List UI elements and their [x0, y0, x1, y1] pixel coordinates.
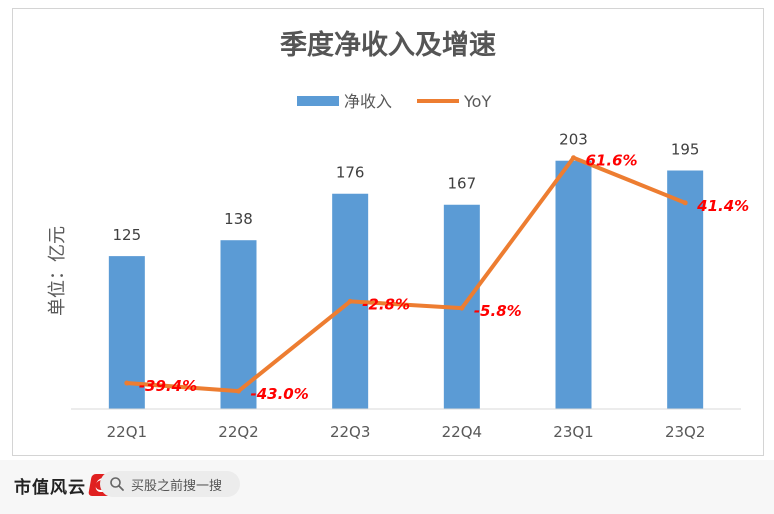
yoy-point-23Q2[interactable]: [682, 200, 688, 206]
yoy-value-label: -43.0%: [251, 385, 309, 403]
search-box[interactable]: 买股之前搜一搜: [100, 471, 240, 497]
yoy-value-label: 61.6%: [586, 152, 638, 170]
bar-22Q2[interactable]: [220, 240, 257, 409]
search-placeholder: 买股之前搜一搜: [131, 478, 223, 494]
x-tick-label: 23Q2: [665, 423, 705, 441]
bar-value-label: 138: [224, 210, 253, 228]
yoy-value-label: 41.4%: [696, 197, 749, 215]
legend-label-bar: 净收入: [344, 92, 392, 111]
legend: 净收入 YoY: [297, 92, 491, 111]
legend-label-line: YoY: [463, 92, 491, 111]
yoy-point-22Q1[interactable]: [124, 380, 130, 386]
bar-value-label: 203: [559, 131, 588, 149]
bar-value-label: 176: [336, 164, 365, 182]
chart-canvas: 季度净收入及增速 净收入 YoY 单位：亿元 125 22Q1 138 22Q2 176 2…: [47, 29, 749, 441]
bar-value-label: 167: [448, 175, 477, 193]
y-axis-label: 单位：亿元: [47, 226, 68, 316]
yoy-point-23Q1[interactable]: [571, 155, 576, 161]
x-tick-label: 22Q1: [107, 423, 147, 441]
x-tick-label: 22Q2: [218, 423, 258, 441]
bar-value-label: 125: [113, 226, 142, 244]
bar-value-label: 195: [671, 141, 700, 159]
x-tick-label: 22Q4: [442, 423, 482, 441]
chart-title: 季度净收入及增速: [280, 29, 496, 61]
yoy-line: [126, 155, 686, 394]
brand-logo[interactable]: 市值风云: [14, 472, 130, 498]
yoy-value-label: -5.8%: [474, 302, 522, 320]
yoy-value-label: -39.4%: [139, 377, 197, 395]
brand-name: 市值风云: [14, 477, 86, 498]
search-icon: [110, 477, 124, 491]
yoy-point-22Q2[interactable]: [236, 388, 241, 394]
footer-bar: 市值风云 买股之前搜一搜: [0, 460, 774, 514]
legend-swatch-bar: [297, 96, 339, 106]
yoy-point-22Q3[interactable]: [347, 298, 353, 304]
bar-23Q1[interactable]: [555, 160, 592, 409]
bar-23Q2[interactable]: [667, 170, 704, 410]
x-tick-label: 22Q3: [330, 423, 370, 441]
x-tick-label: 23Q1: [553, 423, 593, 441]
yoy-point-22Q4[interactable]: [459, 305, 465, 311]
chart-frame: 季度净收入及增速 净收入 YoY 单位：亿元 125 22Q1 138 22Q2 176 2…: [12, 8, 764, 456]
yoy-value-label: -2.8%: [362, 295, 410, 313]
